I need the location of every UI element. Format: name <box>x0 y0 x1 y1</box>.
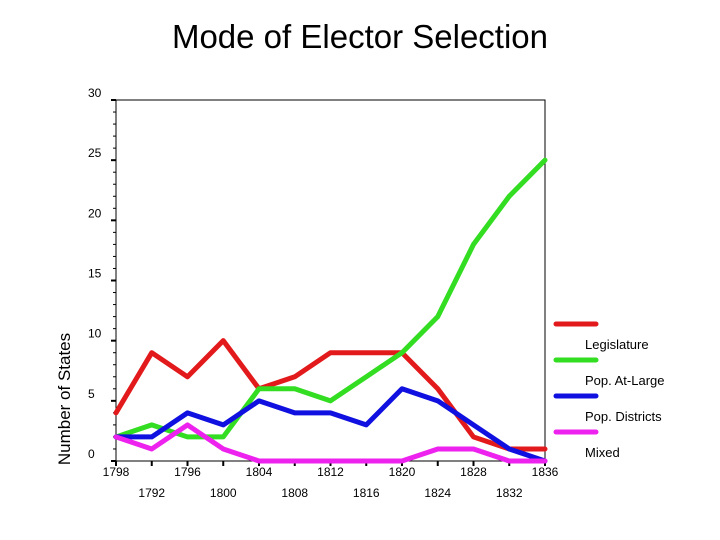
series-line-mixed <box>113 422 548 464</box>
x-tick-label: 1832 <box>496 486 523 500</box>
y-tick-label: 5 <box>88 387 95 401</box>
x-tick-label: 1824 <box>424 486 451 500</box>
x-tick-label: 1792 <box>138 486 165 500</box>
y-tick-label: 10 <box>88 327 102 341</box>
x-tick-label: 1812 <box>317 465 344 479</box>
x-tick-label: 1796 <box>174 465 201 479</box>
x-tick-label: 1808 <box>281 486 308 500</box>
y-tick-label: 15 <box>88 267 102 281</box>
series-line-legislature <box>113 338 548 452</box>
x-tick-label: 1804 <box>246 465 273 479</box>
x-tick-label: 1828 <box>460 465 487 479</box>
x-tick-label: 1836 <box>532 465 559 479</box>
x-tick-label: 1800 <box>210 486 237 500</box>
y-tick-label: 30 <box>88 86 102 100</box>
legend-label: Pop. Districts <box>585 409 662 424</box>
legend: Legislature Pop. At-Large Pop. Districts Mi… <box>553 321 665 460</box>
legend-label: Legislature <box>585 337 649 352</box>
x-tick-label: 1816 <box>353 486 380 500</box>
x-tick-label: 1798 <box>103 465 130 479</box>
y-tick-label: 0 <box>88 447 95 461</box>
plot-frame <box>115 99 546 462</box>
series-line-pop-districts <box>113 386 548 464</box>
series-line-pop-at-large <box>113 157 548 440</box>
y-tick-label: 25 <box>88 146 102 160</box>
chart-title: Mode of Elector Selection <box>171 18 549 55</box>
axes: 0 5 10 15 20 25 30 1798 1796 1804 1812 1820 1828 1836… <box>55 86 559 500</box>
y-axis-title: Number of States <box>55 333 74 465</box>
legend-label: Pop. At-Large <box>585 373 665 388</box>
x-tick-label: 1820 <box>389 465 416 479</box>
y-tick-label: 20 <box>88 206 102 220</box>
series-lines <box>113 157 548 464</box>
legend-label: Mixed <box>585 445 620 460</box>
